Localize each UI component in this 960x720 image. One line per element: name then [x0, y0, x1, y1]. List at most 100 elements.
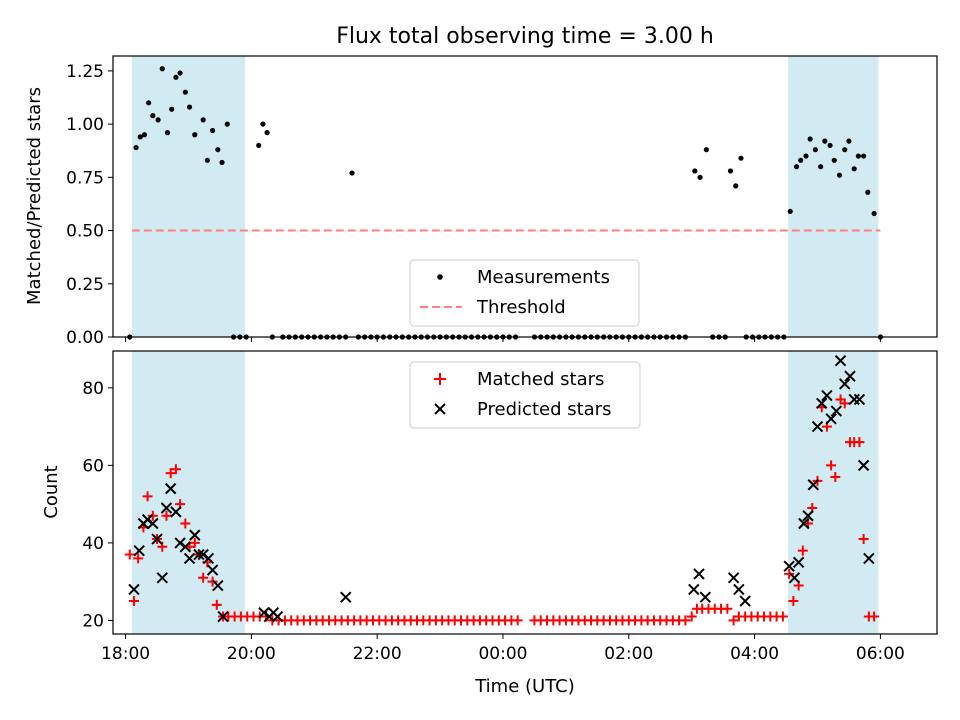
matched-star-point	[686, 611, 697, 622]
y-tick-label: 0.50	[66, 222, 104, 242]
shaded-span	[788, 351, 879, 634]
x-tick-label: 22:00	[353, 644, 402, 664]
predicted-star-point	[857, 459, 870, 472]
predicted-star-point	[340, 591, 352, 603]
x-tick-label: 00:00	[478, 644, 527, 664]
y-tick-label: 80	[82, 379, 104, 399]
matched-star-point	[839, 398, 850, 409]
legend-matched-label: Matched stars	[477, 369, 604, 390]
predicted-star-point	[693, 568, 705, 580]
measurement-point	[173, 74, 179, 80]
y-tick-label: 60	[82, 456, 104, 476]
measurement-point	[793, 164, 800, 170]
bottom-panel: 20 40 60 80 18:00 20:00 22:00 00:00 02:00 04:00 0…	[41, 350, 938, 697]
y-tick-label: 0.75	[66, 168, 104, 188]
y-tick-label: 20	[82, 611, 104, 631]
predicted-star-point	[217, 610, 229, 623]
bottom-shaded-spans	[131, 351, 879, 634]
measurement-point	[141, 132, 148, 138]
matched-star-point	[180, 518, 191, 529]
measurement-point	[692, 168, 698, 174]
measurement-point	[150, 113, 156, 119]
measurement-point	[798, 157, 804, 163]
matched-star-point	[165, 468, 176, 479]
predicted-star-point	[212, 579, 224, 592]
matched-star-point	[161, 510, 172, 521]
x-tick-label: 20:00	[227, 644, 276, 664]
matched-star-point	[189, 537, 200, 548]
measurement-point	[137, 134, 143, 140]
legend-predicted-marker	[434, 403, 446, 415]
predicted-star-point	[699, 591, 712, 603]
shaded-span	[788, 56, 879, 337]
measurement-point	[861, 153, 867, 159]
measurement-point	[260, 121, 266, 127]
y-tick-label: 0.25	[66, 275, 104, 295]
measurement-point	[697, 174, 703, 180]
measurement-point	[186, 104, 193, 110]
predicted-star-point	[193, 548, 205, 561]
legend-threshold-label: Threshold	[476, 297, 566, 318]
predicted-star-point	[839, 378, 851, 390]
matched-star-point	[722, 603, 733, 614]
matched-star-point	[124, 549, 135, 560]
matched-star-point	[170, 464, 181, 475]
x-axis-label: Time (UTC)	[474, 676, 575, 697]
predicted-star-point	[147, 517, 159, 530]
x-tick-label: 06:00	[856, 644, 905, 664]
measurement-point	[256, 142, 262, 149]
measurement-point	[219, 159, 225, 166]
predicted-star-point	[271, 610, 284, 623]
top-x-ticks	[125, 337, 881, 342]
legend-measurements-label: Measurements	[477, 267, 610, 288]
matched-star-point	[777, 611, 788, 622]
x-tick-label: 18:00	[101, 644, 150, 664]
measurement-point	[807, 136, 813, 142]
measurement-point	[836, 172, 843, 178]
measurement-point	[727, 168, 734, 174]
measurement-point	[822, 138, 828, 144]
matched-star-point	[854, 437, 865, 448]
bottom-y-axis-label: Count	[41, 465, 62, 518]
measurement-point	[803, 153, 809, 159]
measurement-point	[209, 127, 216, 134]
y-tick-label: 40	[82, 534, 104, 554]
predicted-star-point	[170, 506, 182, 518]
measurement-point	[164, 130, 171, 136]
top-legend: Measurements Threshold	[409, 259, 640, 327]
predicted-star-point	[727, 572, 740, 584]
predicted-star-point	[815, 397, 828, 410]
matched-star-point	[142, 491, 153, 502]
measurement-point	[733, 183, 739, 189]
top-legend-box	[409, 259, 640, 327]
legend-predicted-label: Predicted stars	[477, 399, 611, 420]
measurement-point	[738, 155, 744, 161]
predicted-star-point	[802, 510, 814, 522]
measurement-point	[865, 189, 871, 195]
x-tick-label: 04:00	[730, 644, 779, 664]
measurement-point	[264, 130, 270, 136]
figure-title: Flux total observing time = 3.00 h	[336, 24, 714, 49]
predicted-star-point	[788, 572, 801, 584]
predicted-star-point	[821, 389, 833, 402]
shaded-span	[131, 56, 246, 337]
y-tick-label: 1.00	[66, 115, 104, 135]
predicted-star-point	[792, 556, 805, 568]
predicted-star-point	[848, 393, 860, 406]
measurement-point	[159, 66, 165, 72]
matched-star-point	[728, 615, 739, 626]
measurement-point	[827, 142, 833, 149]
bottom-legend-box	[409, 361, 641, 429]
predicted-star-point	[739, 595, 751, 607]
predicted-star-point	[783, 560, 795, 572]
measurement-point	[200, 117, 206, 123]
predicted-star-point	[133, 544, 145, 557]
matched-star-point	[788, 596, 799, 607]
predicted-star-point	[853, 393, 866, 406]
top-shaded-spans	[131, 56, 879, 337]
bottom-y-ticks: 20 40 60 80	[82, 379, 113, 631]
matched-star-point	[797, 545, 808, 556]
measurement-point	[703, 147, 709, 153]
measurement-point	[177, 70, 183, 76]
